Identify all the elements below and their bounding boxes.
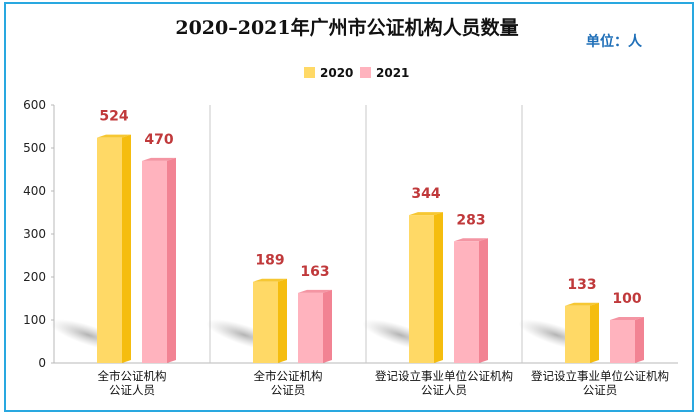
legend-label-2021: 2021 (376, 66, 409, 80)
bar-side-2020 (122, 134, 131, 363)
bar-2021 (454, 241, 479, 363)
bar-2021 (142, 160, 167, 363)
bar-2021 (610, 320, 635, 363)
bar-2020 (253, 281, 278, 363)
y-tick-label: 200 (23, 270, 46, 284)
bar-top-2021 (298, 289, 332, 293)
bar-chart: 2020–2021年广州市公证机构人员数量 单位：人 2020 2021 0 10… (23, 16, 678, 397)
chart-frame: 2020–2021年广州市公证机构人员数量 单位：人 2020 2021 0 10… (4, 2, 694, 412)
bar-2020 (409, 215, 434, 363)
y-tick-label: 100 (23, 313, 46, 327)
value-label-2020: 189 (255, 253, 284, 269)
x-category-label: 全市公证机构 (254, 369, 323, 383)
value-label-2020: 524 (99, 109, 128, 125)
x-category-label: 公证员 (583, 383, 618, 397)
bar-side-2021 (323, 289, 332, 363)
value-label-2021: 163 (300, 264, 329, 280)
y-tick-label: 500 (23, 141, 46, 155)
bar-top-2020 (565, 302, 599, 306)
bar-2020 (565, 305, 590, 363)
bar-2020 (97, 137, 122, 363)
legend: 2020 2021 (304, 66, 409, 80)
y-tick-label: 600 (23, 98, 46, 112)
bar-top-2021 (610, 317, 644, 320)
value-label-2020: 344 (411, 186, 440, 202)
value-label-2021: 100 (612, 291, 641, 307)
bar-side-2021 (479, 238, 488, 363)
bar-side-2020 (278, 278, 287, 363)
unit-label: 单位：人 (586, 33, 643, 50)
x-category-label: 全市公证机构 (98, 369, 167, 383)
bar-side-2021 (167, 157, 176, 363)
bar-top-2020 (253, 278, 287, 282)
plot-area: 0100200300400500600全市公证机构公证人员全市公证机构公证员登记… (23, 98, 678, 397)
bar-top-2021 (142, 157, 176, 161)
bar-top-2020 (97, 134, 131, 138)
value-label-2020: 133 (567, 277, 596, 293)
x-category-label: 公证人员 (421, 383, 467, 397)
x-category-label: 登记设立事业单位公证机构 (531, 369, 669, 383)
chart-title: 2020–2021年广州市公证机构人员数量 (175, 16, 518, 39)
x-category-label: 登记设立事业单位公证机构 (375, 369, 513, 383)
value-label-2021: 283 (456, 212, 485, 228)
legend-swatch-2020 (304, 67, 315, 78)
x-category-label: 公证员 (271, 383, 306, 397)
bar-top-2021 (454, 238, 488, 242)
x-category-label: 公证人员 (109, 383, 155, 397)
y-tick-label: 400 (23, 184, 46, 198)
legend-swatch-2021 (360, 67, 371, 78)
bar-side-2021 (635, 317, 644, 363)
legend-label-2020: 2020 (320, 66, 353, 80)
value-label-2021: 470 (144, 132, 173, 148)
y-tick-label: 0 (38, 356, 46, 370)
bar-2021 (298, 292, 323, 363)
bar-side-2020 (590, 302, 599, 363)
y-tick-label: 300 (23, 227, 46, 241)
bar-side-2020 (434, 212, 443, 363)
bar-top-2020 (409, 212, 443, 216)
